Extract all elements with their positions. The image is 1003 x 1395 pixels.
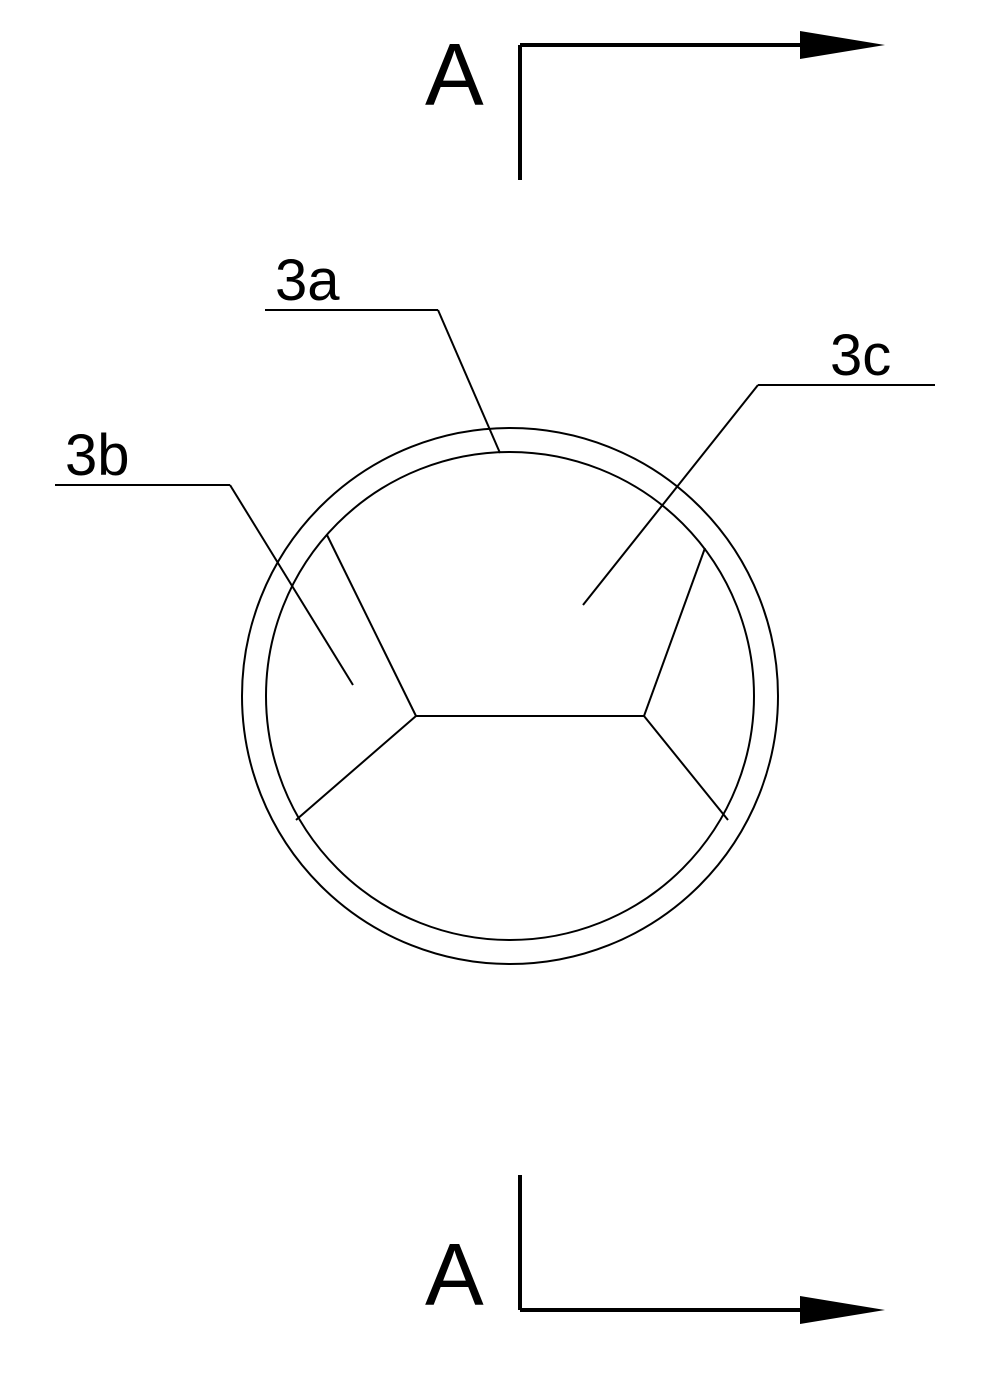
section-letter: A xyxy=(425,1225,484,1324)
label-3b: 3b xyxy=(55,423,353,685)
section-mark: A xyxy=(425,1175,885,1324)
section-arrow-head xyxy=(800,31,885,59)
label-3c-leader xyxy=(583,385,758,605)
inner-spokes xyxy=(296,535,728,820)
inner-circle xyxy=(266,452,754,940)
label-3c: 3c xyxy=(583,323,935,605)
label-3b-text: 3b xyxy=(65,423,130,488)
section-letter: A xyxy=(425,25,484,124)
label-3a: 3a xyxy=(265,248,500,453)
label-3b-leader xyxy=(230,485,353,685)
outer-circle xyxy=(242,428,778,964)
label-3a-text: 3a xyxy=(275,248,340,313)
label-3c-text: 3c xyxy=(830,323,891,388)
section-arrow-head xyxy=(800,1296,885,1324)
section-mark: A xyxy=(425,25,885,180)
ring xyxy=(242,428,778,964)
